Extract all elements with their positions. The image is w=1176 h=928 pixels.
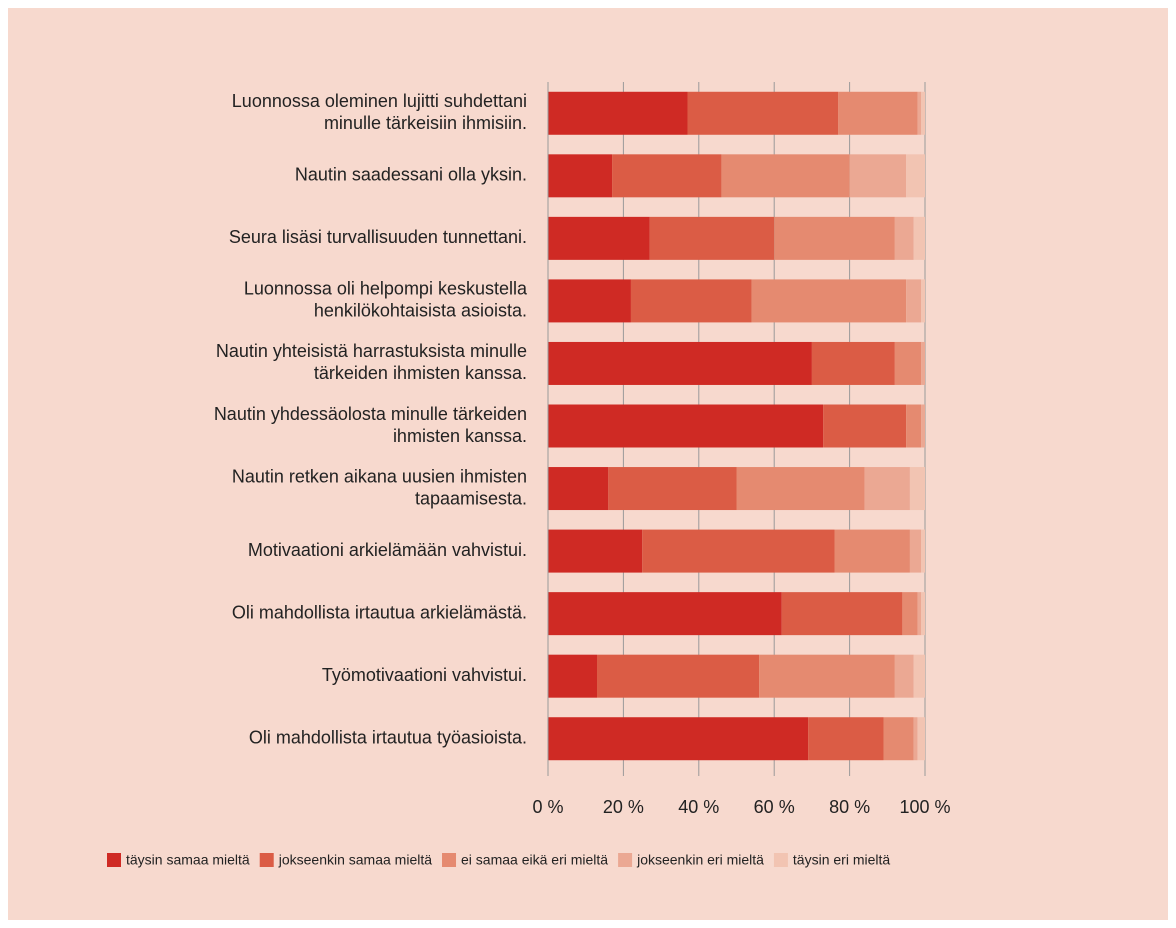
bar-segment bbox=[612, 154, 722, 198]
bar-segment bbox=[921, 279, 925, 323]
bar-segment bbox=[649, 216, 775, 260]
category-label: tärkeiden ihmisten kanssa. bbox=[314, 363, 527, 383]
bar-segment bbox=[781, 592, 903, 636]
bar-segment bbox=[630, 279, 752, 323]
bar-segment bbox=[808, 717, 884, 761]
category-label: Oli mahdollista irtautua työasioista. bbox=[249, 727, 527, 747]
legend-label: täysin samaa mieltä bbox=[126, 852, 250, 868]
bar-segment bbox=[642, 529, 835, 573]
bar-segment bbox=[917, 592, 922, 636]
bar-segment bbox=[548, 216, 650, 260]
category-label: Seura lisäsi turvallisuuden tunnettani. bbox=[229, 227, 527, 247]
bar-segment bbox=[921, 529, 925, 573]
bar-segment bbox=[917, 91, 922, 135]
bar-segment bbox=[548, 404, 824, 448]
bar-segment bbox=[548, 717, 809, 761]
category-label: Oli mahdollista irtautua arkielämästä. bbox=[232, 602, 527, 622]
bar-segment bbox=[921, 404, 925, 448]
legend-swatch bbox=[773, 853, 788, 867]
bar-segment bbox=[721, 154, 850, 198]
bar-segment bbox=[834, 529, 910, 573]
bar-segment bbox=[913, 717, 918, 761]
bar-segment bbox=[548, 154, 613, 198]
bar-segment bbox=[548, 654, 598, 698]
legend-label: jokseenkin samaa mieltä bbox=[278, 852, 433, 868]
bar-segment bbox=[751, 279, 907, 323]
bar-segment bbox=[921, 91, 925, 135]
bar-segment bbox=[864, 467, 910, 511]
bar-segment bbox=[759, 654, 895, 698]
bar-segment bbox=[902, 592, 918, 636]
bar-segment bbox=[736, 467, 865, 511]
category-label: Nautin yhteisistä harrastuksista minulle bbox=[216, 341, 527, 361]
bar-segment bbox=[913, 654, 925, 698]
bar-segment bbox=[823, 404, 907, 448]
bar-segment bbox=[913, 216, 925, 260]
bar-segment bbox=[597, 654, 760, 698]
bar-segment bbox=[921, 592, 925, 636]
bar-segment bbox=[548, 467, 609, 511]
category-label: Nautin yhdessäolosta minulle tärkeiden bbox=[214, 404, 527, 424]
category-label: minulle tärkeisiin ihmisiin. bbox=[324, 113, 527, 133]
legend-swatch bbox=[618, 853, 633, 867]
legend-swatch bbox=[259, 853, 274, 867]
category-label: Motivaationi arkielämään vahvistui. bbox=[248, 540, 527, 560]
bar-segment bbox=[921, 341, 925, 385]
category-label: Nautin retken aikana uusien ihmisten bbox=[232, 466, 527, 486]
category-label: tapaamisesta. bbox=[415, 488, 527, 508]
bar-segment bbox=[548, 279, 631, 323]
bar-segment bbox=[687, 91, 839, 135]
bar-segment bbox=[883, 717, 914, 761]
bar-segment bbox=[894, 341, 922, 385]
x-tick-label: 80 % bbox=[829, 797, 870, 817]
category-label: ihmisten kanssa. bbox=[393, 426, 527, 446]
bar-segment bbox=[906, 404, 922, 448]
x-tick-label: 20 % bbox=[603, 797, 644, 817]
bar-segment bbox=[894, 654, 914, 698]
bar-segment bbox=[774, 216, 895, 260]
bar-segment bbox=[909, 529, 922, 573]
bar-segment bbox=[917, 717, 925, 761]
category-label: Työmotivaationi vahvistui. bbox=[322, 665, 527, 685]
bar-segment bbox=[906, 154, 925, 198]
bar-segment bbox=[548, 91, 688, 135]
legend-swatch bbox=[107, 853, 121, 867]
bar-segment bbox=[608, 467, 737, 511]
category-label: Luonnossa oleminen lujitti suhdettani bbox=[232, 91, 527, 111]
bar-segment bbox=[548, 529, 643, 573]
bar-segment bbox=[849, 154, 907, 198]
bar-segment bbox=[548, 592, 782, 636]
x-tick-label: 60 % bbox=[754, 797, 795, 817]
category-label: Luonnossa oli helpompi keskustella bbox=[244, 279, 528, 299]
x-tick-label: 40 % bbox=[678, 797, 719, 817]
category-label: henkilökohtaisista asioista. bbox=[314, 301, 527, 321]
bar-segment bbox=[909, 467, 925, 511]
bar-segment bbox=[811, 341, 895, 385]
legend-label: täysin eri mieltä bbox=[793, 852, 890, 868]
bar-segment bbox=[548, 341, 812, 385]
legend-label: jokseenkin eri mieltä bbox=[636, 852, 764, 868]
panel bbox=[8, 8, 1168, 920]
bar-segment bbox=[838, 91, 918, 135]
legend-swatch bbox=[442, 853, 457, 867]
bar-segment bbox=[906, 279, 922, 323]
x-tick-label: 0 % bbox=[532, 797, 563, 817]
x-tick-label: 100 % bbox=[899, 797, 950, 817]
legend-label: ei samaa eikä eri mieltä bbox=[461, 852, 608, 868]
category-label: Nautin saadessani olla yksin. bbox=[295, 165, 527, 185]
bar-segment bbox=[894, 216, 914, 260]
